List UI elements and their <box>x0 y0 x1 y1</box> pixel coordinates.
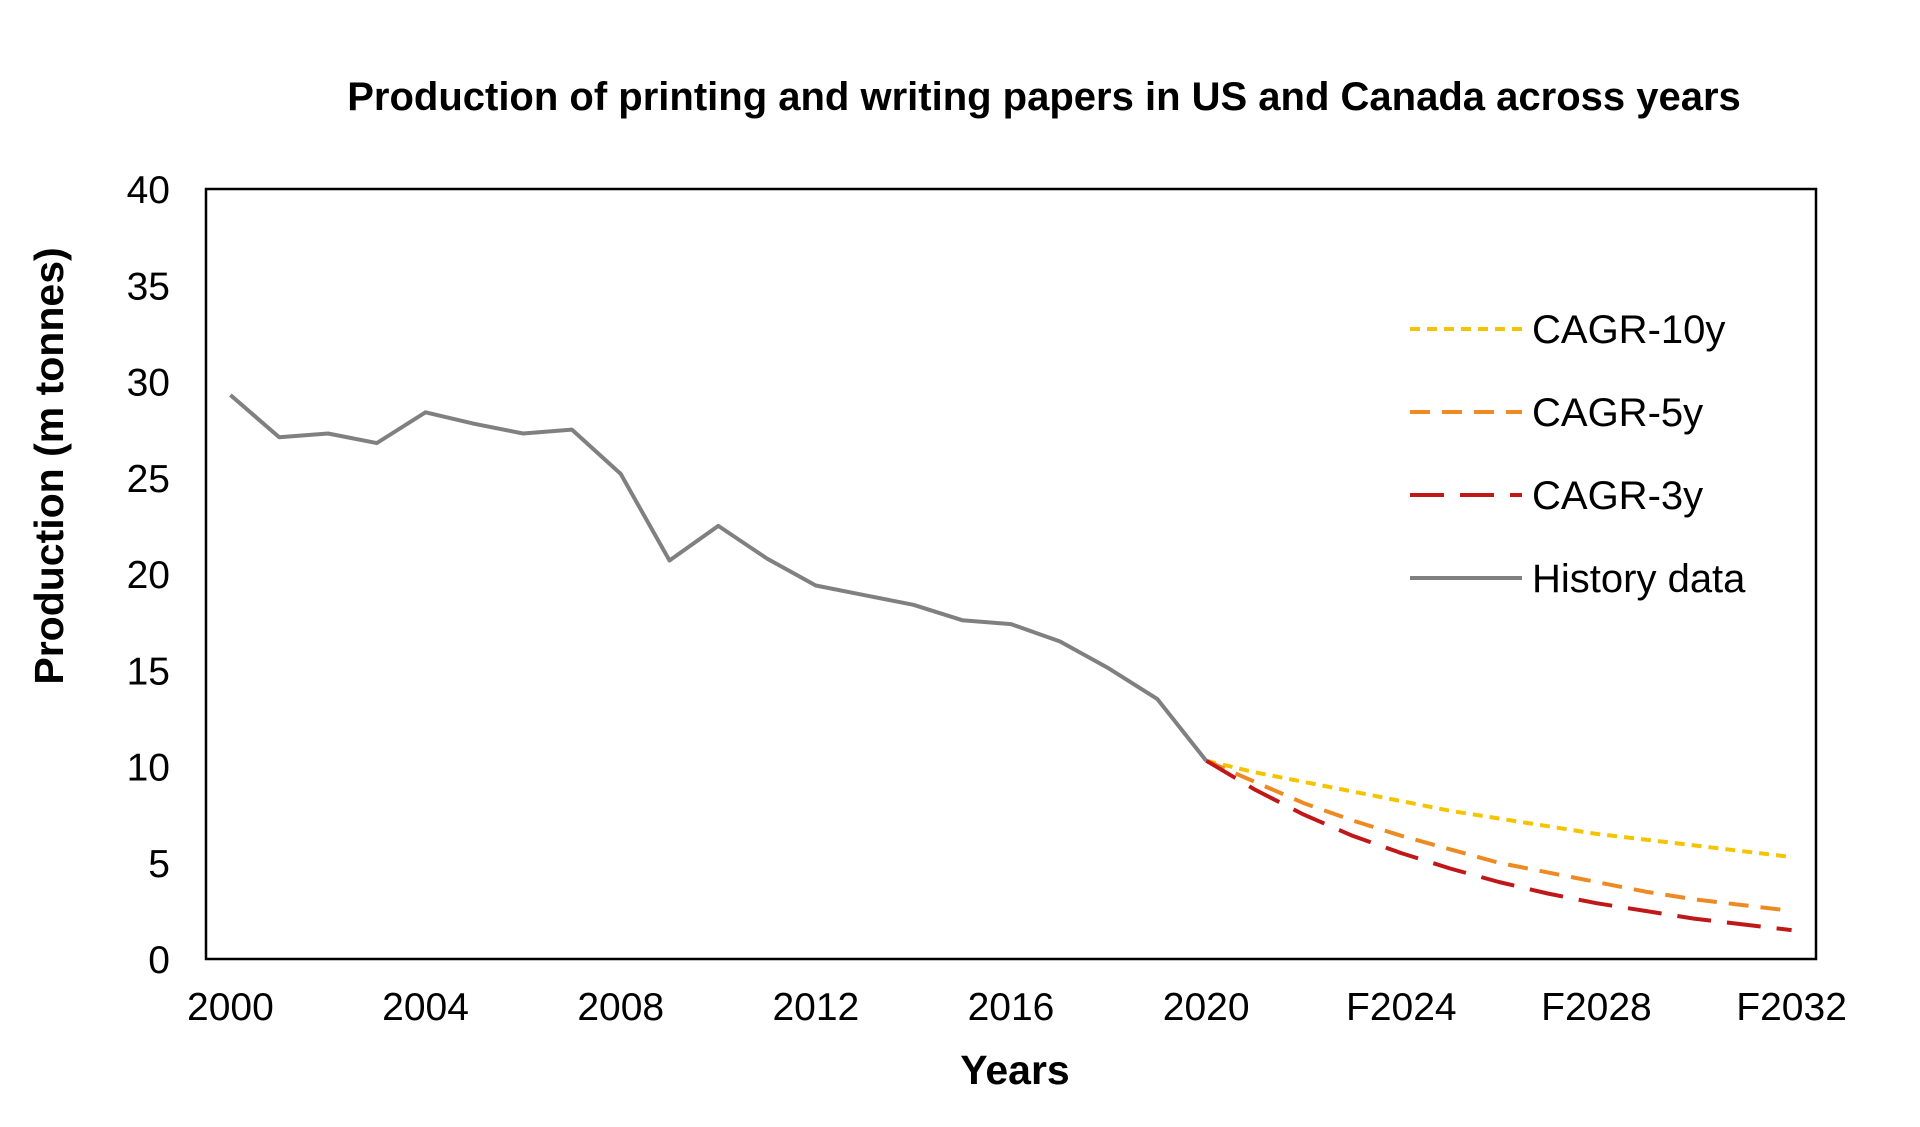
y-tick-label: 30 <box>127 362 170 405</box>
series-line-cagr-3y <box>1205 758 1792 933</box>
x-tick-label: 2016 <box>968 986 1055 1029</box>
x-axis-title: Years <box>960 1047 1069 1093</box>
y-tick-label: 40 <box>127 169 170 212</box>
x-tick-label: 2020 <box>1163 986 1250 1029</box>
x-tick-label: 2004 <box>382 986 469 1029</box>
series-layer <box>229 393 1792 933</box>
y-axis-title: Production (m tonnes) <box>26 247 72 684</box>
plot-frame <box>204 187 1818 961</box>
y-tick-label: 10 <box>127 747 170 790</box>
series-line-history-data <box>229 393 1208 762</box>
x-tick-label: 2012 <box>772 986 859 1029</box>
y-tick-label: 0 <box>148 939 170 982</box>
x-tick-label: 2008 <box>577 986 664 1029</box>
legend: CAGR-10y CAGR-5y CAGR-3y History data <box>1410 308 1746 601</box>
legend-label: CAGR-5y <box>1532 391 1703 435</box>
y-tick-label: 5 <box>148 843 170 886</box>
series-line-cagr-10y <box>1205 758 1792 859</box>
y-tick-label: 15 <box>127 650 170 693</box>
chart-title: Production of printing and writing paper… <box>347 75 1741 119</box>
legend-label: History data <box>1532 557 1746 601</box>
legend-label: CAGR-3y <box>1532 474 1703 518</box>
x-tick-label: F2028 <box>1541 986 1652 1029</box>
y-axis-ticks: 0 5 10 15 20 25 30 35 40 <box>127 169 170 982</box>
y-tick-label: 25 <box>127 458 170 501</box>
x-tick-label: 2000 <box>187 986 274 1029</box>
x-tick-label: F2024 <box>1346 986 1457 1029</box>
x-axis-ticks: 2000 2004 2008 2012 2016 2020 F2024 F2028 F2032 <box>187 986 1847 1029</box>
y-tick-label: 35 <box>127 265 170 308</box>
series-line-cagr-5y <box>1205 758 1792 913</box>
x-tick-label: F2032 <box>1736 986 1847 1029</box>
y-tick-label: 20 <box>127 554 170 597</box>
legend-label: CAGR-10y <box>1532 308 1725 352</box>
